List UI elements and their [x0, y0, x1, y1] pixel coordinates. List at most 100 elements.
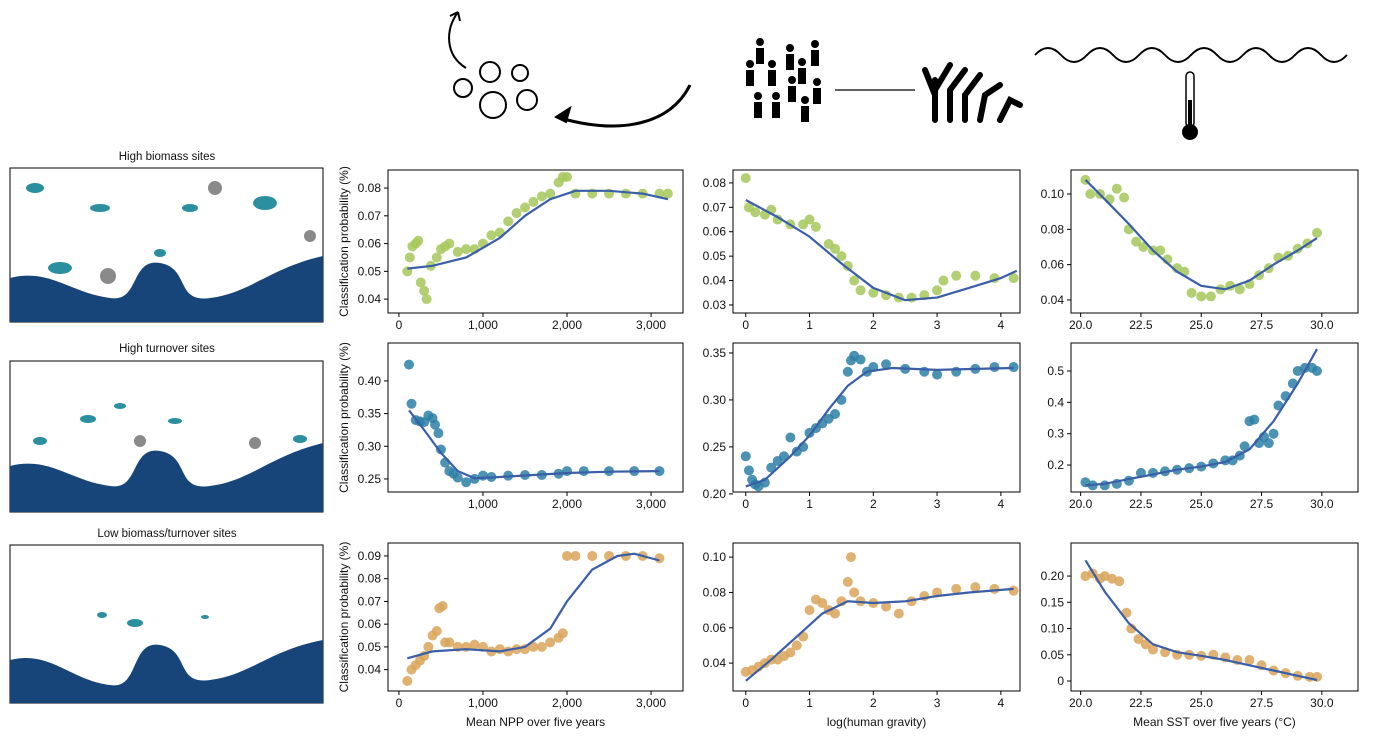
point — [558, 628, 568, 638]
point — [404, 360, 414, 370]
y-tick-label: 0.06 — [358, 617, 382, 631]
point — [805, 605, 815, 615]
point — [1114, 576, 1124, 586]
point — [856, 285, 866, 295]
point — [520, 202, 530, 212]
wave-icon — [1035, 48, 1347, 62]
y-tick-label: 0.06 — [703, 225, 727, 239]
x-tick-label: 1 — [806, 497, 813, 511]
y-tick-label: 0 — [1057, 674, 1064, 688]
y-tick-label: 0.08 — [1041, 222, 1065, 236]
x-tick-label: 1,000 — [468, 696, 498, 710]
figure: High biomass sitesHigh turnover sitesLow… — [0, 0, 1381, 732]
y-tick-label: 0.06 — [1041, 258, 1065, 272]
x-axis-label: Mean SST over five years (°C) — [1133, 715, 1296, 729]
point — [654, 553, 664, 563]
point — [1312, 228, 1322, 238]
point — [478, 471, 488, 481]
y-tick-label: 0.2 — [1047, 458, 1064, 472]
x-tick-label: 30.0 — [1310, 497, 1334, 511]
point — [470, 640, 480, 650]
point — [830, 409, 840, 419]
x-tick-label: 1,000 — [468, 318, 498, 332]
y-axis-label: Classification probability (%) — [337, 166, 351, 317]
y-tick-label: 0.05 — [703, 249, 727, 263]
x-tick-label: 20.0 — [1069, 318, 1093, 332]
y-tick-label: 0.25 — [358, 472, 382, 486]
row-title: Low biomass/turnover sites — [97, 528, 237, 540]
y-tick-label: 0.25 — [703, 440, 727, 454]
point — [1206, 291, 1216, 301]
x-tick-label: 20.0 — [1069, 696, 1093, 710]
point — [741, 451, 751, 461]
point — [1100, 480, 1110, 490]
y-tick-label: 0.06 — [703, 621, 727, 635]
y-tick-label: 0.4 — [1047, 395, 1064, 409]
x-tick-label: 30.0 — [1310, 318, 1334, 332]
y-tick-label: 0.10 — [1041, 187, 1065, 201]
x-tick-label: 0 — [742, 318, 749, 332]
point — [1187, 288, 1197, 298]
point — [785, 433, 795, 443]
fit-line — [746, 200, 1017, 300]
y-tick-label: 0.04 — [1041, 293, 1065, 307]
y-tick-label: 0.10 — [1041, 622, 1065, 636]
x-tick-label: 20.0 — [1069, 497, 1093, 511]
y-tick-label: 0.05 — [1041, 648, 1065, 662]
y-tick-label: 0.09 — [358, 549, 382, 563]
point — [989, 362, 999, 372]
x-tick-label: 25.0 — [1190, 318, 1214, 332]
x-axis-label: Mean NPP over five years — [466, 715, 605, 729]
plot-frame — [388, 543, 683, 691]
y-tick-label: 0.30 — [703, 393, 727, 407]
point — [1269, 429, 1279, 439]
x-tick-label: 1 — [806, 318, 813, 332]
point — [843, 577, 853, 587]
point — [405, 252, 415, 262]
y-tick-label: 0.06 — [358, 237, 382, 251]
point — [402, 676, 412, 686]
point — [856, 355, 866, 365]
point — [843, 367, 853, 377]
point — [1312, 366, 1322, 376]
coral-icon — [925, 65, 1020, 120]
point — [750, 207, 760, 217]
point — [951, 271, 961, 281]
y-tick-label: 0.10 — [703, 550, 727, 564]
point — [444, 239, 454, 249]
point — [413, 236, 423, 246]
point — [407, 399, 417, 409]
point — [537, 642, 547, 652]
point — [453, 473, 463, 483]
point — [970, 271, 980, 281]
point — [444, 637, 454, 647]
point — [894, 609, 904, 619]
y-tick-label: 0.04 — [703, 274, 727, 288]
point — [741, 173, 751, 183]
x-tick-label: 25.0 — [1190, 497, 1214, 511]
point — [432, 626, 442, 636]
point — [1119, 193, 1129, 203]
x-axis-label: log(human gravity) — [827, 715, 926, 729]
y-tick-label: 0.5 — [1047, 364, 1064, 378]
x-tick-label: 4 — [998, 497, 1005, 511]
point — [744, 465, 754, 475]
y-tick-label: 0.07 — [703, 200, 727, 214]
x-tick-label: 3 — [934, 696, 941, 710]
x-tick-label: 3 — [934, 318, 941, 332]
point — [562, 466, 572, 476]
y-tick-label: 0.04 — [358, 292, 382, 306]
y-tick-label: 0.20 — [703, 487, 727, 501]
point — [846, 552, 856, 562]
x-tick-label: 25.0 — [1190, 696, 1214, 710]
y-tick-label: 0.07 — [358, 594, 382, 608]
point — [1264, 438, 1274, 448]
point — [811, 222, 821, 232]
x-tick-label: 27.5 — [1250, 318, 1274, 332]
y-tick-label: 0.20 — [1041, 569, 1065, 583]
y-tick-label: 0.3 — [1047, 427, 1064, 441]
point — [792, 640, 802, 650]
x-tick-label: 1,000 — [468, 497, 498, 511]
y-tick-label: 0.05 — [358, 640, 382, 654]
point — [1009, 586, 1019, 596]
